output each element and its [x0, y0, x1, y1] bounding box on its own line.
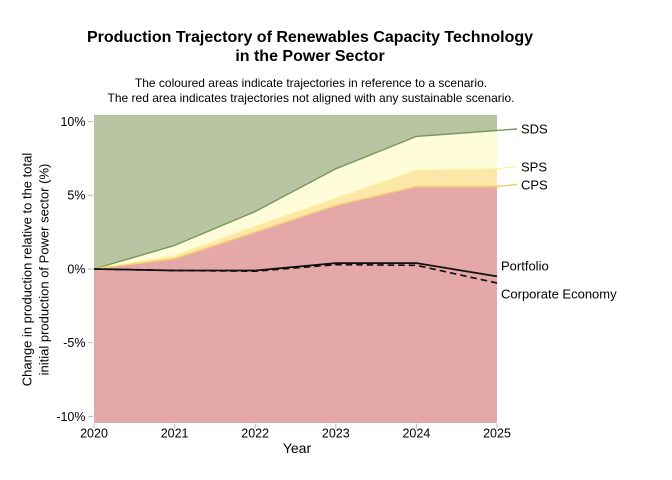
label-connector-sds [496, 128, 518, 132]
x-tick-label: 2025 [483, 427, 511, 441]
y-axis-title-line2: initial production of Power sector (%) [36, 163, 51, 376]
x-tick-label: 2023 [322, 427, 350, 441]
area-sds-region [94, 115, 497, 269]
x-tick-label: 2022 [241, 427, 269, 441]
chart-subtitle: The coloured areas indicate trajectories… [0, 76, 622, 105]
chart-title: Production Trajectory of Renewables Capa… [0, 29, 620, 66]
y-tick-label: 10% [60, 115, 85, 129]
chart-subtitle-line1: The coloured areas indicate trajectories… [134, 76, 488, 90]
y-tick-label: 0% [67, 262, 85, 276]
y-axis-title-line1: Change in production relative to the tot… [19, 152, 35, 387]
boundary-line-cps [93, 185, 497, 270]
chart-title-line1: Production Trajectory of Renewables Capa… [86, 29, 534, 46]
series-label-cps: CPS [521, 177, 548, 193]
x-axis-title: Year [282, 440, 312, 456]
x-tick-label: 2021 [161, 427, 189, 441]
x-tick-label: 2024 [402, 427, 430, 441]
boundary-line-sds [93, 129, 498, 270]
boundary-line-sps [93, 168, 498, 270]
chart-title-line2: in the Power Sector [235, 47, 385, 65]
label-connector-cps [496, 183, 518, 188]
y-tick-label: -5% [63, 336, 85, 350]
y-axis-title: Change in production relative to the tot… [20, 60, 53, 480]
series-label-portfolio: Portfolio [501, 258, 549, 274]
area-sps-region [94, 130, 497, 269]
y-tick-label: -10% [56, 410, 85, 424]
series-label-sds: SDS [521, 121, 548, 137]
x-tick-label: 2020 [80, 427, 108, 441]
series-label-corporate-economy: Corporate Economy [501, 286, 617, 302]
label-connector-sps [496, 165, 518, 170]
data-line-corporate-economy [93, 263, 498, 284]
area-not-aligned-region [94, 186, 497, 423]
y-tick-label: 5% [67, 189, 85, 203]
chart-subtitle-line2: The red area indicates trajectories not … [107, 90, 515, 105]
series-label-sps: SPS [521, 159, 548, 175]
